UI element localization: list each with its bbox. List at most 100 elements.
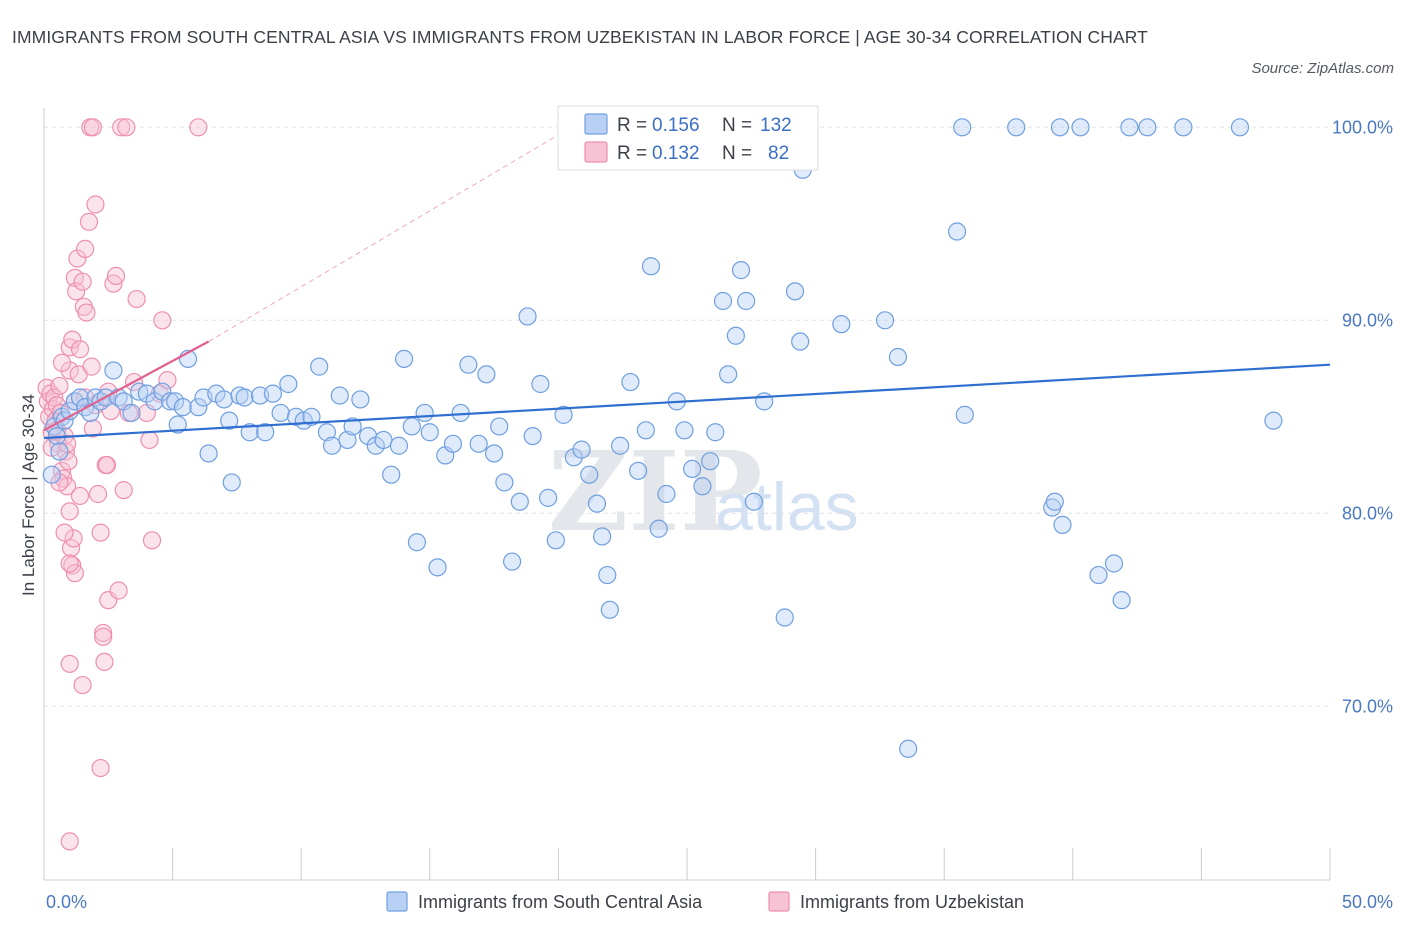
blue-point-59 bbox=[407, 533, 427, 552]
blue-point-128 bbox=[1230, 118, 1250, 137]
y-tick-label-0: 100.0% bbox=[1332, 117, 1393, 137]
blue-point-48 bbox=[330, 386, 349, 405]
blue-point-17 bbox=[122, 403, 141, 423]
blue-point-68 bbox=[477, 365, 496, 384]
pink-point-62 bbox=[189, 118, 208, 137]
blue-point-81 bbox=[572, 440, 591, 459]
blue-point-124 bbox=[1112, 591, 1131, 610]
blue-point-47 bbox=[322, 436, 342, 455]
blue-point-83 bbox=[587, 494, 607, 513]
pink-point-64 bbox=[91, 758, 110, 778]
blue-point-58 bbox=[402, 417, 421, 436]
blue-point-112 bbox=[899, 739, 918, 758]
pink-point-38 bbox=[83, 118, 102, 137]
blue-point-88 bbox=[621, 372, 640, 392]
pink-point-69 bbox=[55, 523, 74, 542]
blue-point-73 bbox=[510, 492, 529, 511]
pink-point-67 bbox=[94, 627, 113, 646]
y-tick-label-2: 80.0% bbox=[1342, 503, 1393, 523]
pink-point-43 bbox=[95, 652, 114, 672]
pink-point-63 bbox=[60, 832, 79, 851]
pink-point-49 bbox=[106, 266, 126, 286]
pink-point-79 bbox=[52, 353, 72, 372]
blue-point-119 bbox=[1053, 515, 1072, 534]
watermark-zip: ZIP bbox=[548, 427, 762, 556]
blue-point-107 bbox=[785, 282, 805, 301]
blue-point-109 bbox=[832, 315, 851, 334]
blue-point-114 bbox=[947, 222, 967, 241]
blue-point-29 bbox=[199, 444, 218, 463]
blue-point-101 bbox=[719, 365, 738, 384]
pink-point-60 bbox=[153, 311, 172, 330]
blue-point-60 bbox=[415, 403, 434, 423]
blue-point-103 bbox=[737, 291, 756, 311]
pink-point-68 bbox=[60, 554, 79, 573]
watermark-atlas: atlas bbox=[715, 469, 859, 545]
pink-point-28 bbox=[68, 249, 87, 268]
blue-point-38 bbox=[256, 423, 275, 442]
pink-point-22 bbox=[65, 564, 84, 583]
blue-point-32 bbox=[220, 411, 239, 430]
blue-point-131 bbox=[726, 326, 745, 345]
legend-r-label-blue: R = bbox=[617, 115, 647, 136]
pink-point-24 bbox=[60, 361, 79, 380]
bottom-legend-swatch-pink bbox=[768, 891, 790, 912]
pink-point-45 bbox=[97, 455, 117, 475]
blue-point-105 bbox=[755, 392, 774, 411]
blue-point-56 bbox=[389, 436, 409, 455]
legend-n-label-blue: N = bbox=[722, 115, 752, 136]
blue-point-57 bbox=[394, 349, 414, 368]
pink-point-34 bbox=[77, 303, 96, 322]
blue-point-61 bbox=[420, 423, 439, 442]
pink-point-53 bbox=[117, 118, 136, 137]
legend-n-value-blue: 132 bbox=[760, 115, 792, 136]
blue-point-116 bbox=[1007, 118, 1026, 137]
blue-point-84 bbox=[593, 527, 612, 546]
blue-point-118 bbox=[1045, 492, 1064, 511]
blue-point-69 bbox=[485, 444, 504, 463]
legend-swatch-pink bbox=[584, 141, 608, 163]
y-tick-label-3: 70.0% bbox=[1342, 696, 1393, 716]
blue-point-27 bbox=[189, 398, 208, 417]
legend-swatch-blue bbox=[584, 113, 608, 135]
pink-point-40 bbox=[88, 484, 108, 504]
pink-point-10 bbox=[50, 376, 69, 396]
blue-point-87 bbox=[611, 436, 630, 455]
blue-point-106 bbox=[775, 608, 794, 627]
top-legend: R = 0.156 N = 132 R = 0.132 N = 82 bbox=[557, 105, 819, 171]
blue-point-82 bbox=[580, 465, 599, 484]
blue-point-67 bbox=[469, 434, 488, 453]
blue-point-100 bbox=[713, 291, 733, 311]
blue-point-44 bbox=[302, 407, 321, 426]
pink-point-33 bbox=[76, 239, 95, 258]
chart-title: IMMIGRANTS FROM SOUTH CENTRAL ASIA VS IM… bbox=[12, 27, 1148, 47]
pink-point-18 bbox=[60, 502, 79, 521]
pink-point-41 bbox=[91, 523, 110, 542]
blue-point-99 bbox=[706, 423, 725, 442]
pink-point-80 bbox=[83, 419, 102, 438]
blue-point-80 bbox=[564, 448, 583, 467]
blue-point-40 bbox=[271, 403, 290, 423]
blue-point-77 bbox=[539, 488, 558, 507]
blue-point-70 bbox=[490, 417, 509, 436]
pink-point-51 bbox=[112, 118, 131, 137]
blue-point-89 bbox=[629, 461, 648, 480]
blue-point-123 bbox=[1104, 554, 1124, 573]
bottom-legend-label-blue: Immigrants from South Central Asia bbox=[418, 892, 703, 912]
blue-point-79 bbox=[554, 405, 573, 424]
blue-point-35 bbox=[235, 388, 254, 407]
pink-point-71 bbox=[50, 473, 69, 492]
blue-point-8 bbox=[70, 388, 90, 407]
blue-point-24 bbox=[168, 415, 187, 434]
pink-point-39 bbox=[86, 195, 105, 214]
blue-point-19 bbox=[137, 384, 156, 403]
legend-r-label-pink: R = bbox=[617, 143, 647, 164]
blue-point-49 bbox=[338, 430, 357, 450]
blue-point-96 bbox=[683, 459, 702, 479]
watermark: ZIP atlas bbox=[548, 427, 859, 556]
blue-point-110 bbox=[875, 311, 895, 330]
trend-lines bbox=[43, 126, 1331, 440]
blue-point-113 bbox=[953, 118, 972, 137]
blue-point-93 bbox=[657, 484, 676, 504]
